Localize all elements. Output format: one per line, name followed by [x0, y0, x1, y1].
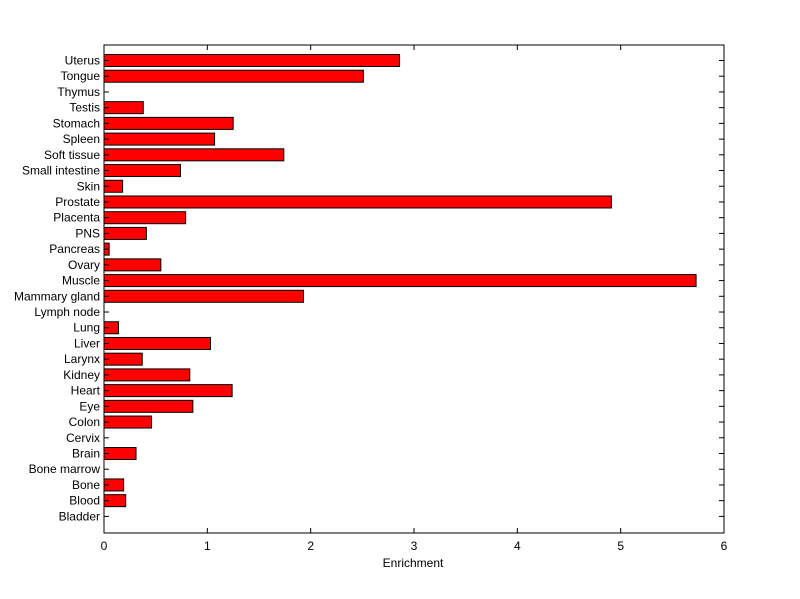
y-tick-label: Blood — [69, 494, 100, 508]
y-tick-label: Colon — [69, 415, 100, 429]
plot-frame — [103, 44, 725, 534]
y-tick-label: Pancreas — [49, 242, 100, 256]
bar-ovary — [103, 258, 162, 272]
bar-larynx — [103, 352, 143, 366]
x-tick-label: 0 — [101, 539, 108, 553]
y-tick-label: Testis — [69, 101, 100, 115]
x-tick-label: 6 — [721, 539, 728, 553]
x-tick-label: 3 — [411, 539, 418, 553]
bar-mammary-gland — [103, 289, 304, 303]
y-tick-label: Muscle — [62, 274, 100, 288]
bar-pns — [103, 226, 147, 240]
y-tick-label: Bone — [72, 478, 100, 492]
bar-tongue — [103, 69, 364, 83]
y-tick-label: Lung — [73, 321, 100, 335]
y-tick-label: Soft tissue — [44, 148, 100, 162]
bar-uterus — [103, 54, 401, 67]
bar-soft-tissue — [103, 148, 285, 162]
bar-colon — [103, 415, 153, 429]
bar-small-intestine — [103, 164, 181, 178]
x-tick-label: 2 — [307, 539, 314, 553]
bar-testis — [103, 101, 144, 115]
y-tick-label: Spleen — [63, 132, 100, 146]
x-tick-label: 4 — [514, 539, 521, 553]
bar-muscle — [103, 274, 697, 288]
y-tick-label: Lymph node — [34, 305, 100, 319]
y-tick-label: Bone marrow — [29, 462, 101, 476]
y-tick-label: Ovary — [68, 258, 100, 272]
y-tick-label: Cervix — [66, 431, 100, 445]
y-tick-label: Bladder — [59, 509, 100, 523]
y-tick-label: Stomach — [53, 116, 100, 130]
y-tick-label: Eye — [79, 399, 100, 413]
y-tick-label: Small intestine — [22, 164, 100, 178]
y-tick-label: Thymus — [57, 85, 100, 99]
y-tick-label: Placenta — [53, 211, 100, 225]
y-tick-label: Kidney — [63, 368, 100, 382]
bar-eye — [103, 399, 194, 413]
y-tick-label: Larynx — [64, 352, 100, 366]
y-axis-ticks — [104, 60, 724, 517]
bar-prostate — [103, 195, 612, 209]
y-tick-label: Skin — [77, 179, 100, 193]
y-tick-label: Tongue — [61, 69, 101, 83]
y-tick-label: Brain — [72, 447, 100, 461]
bar-stomach — [103, 116, 234, 130]
x-axis-tick-labels: 0 1 2 3 4 5 6 — [101, 539, 728, 553]
bar-heart — [103, 384, 233, 398]
y-tick-label: Heart — [71, 384, 101, 398]
x-tick-label: 1 — [204, 539, 211, 553]
x-tick-label: 5 — [617, 539, 624, 553]
y-tick-label: Uterus — [65, 54, 100, 68]
bar-placenta — [103, 211, 187, 225]
bar-kidney — [103, 368, 191, 382]
y-tick-label: Mammary gland — [14, 289, 100, 303]
y-tick-label: Liver — [74, 336, 100, 350]
bar-liver — [103, 336, 211, 350]
x-axis-label: Enrichment — [383, 556, 444, 570]
y-tick-label: Prostate — [55, 195, 100, 209]
bar-spleen — [103, 132, 216, 146]
y-tick-label: PNS — [75, 226, 100, 240]
